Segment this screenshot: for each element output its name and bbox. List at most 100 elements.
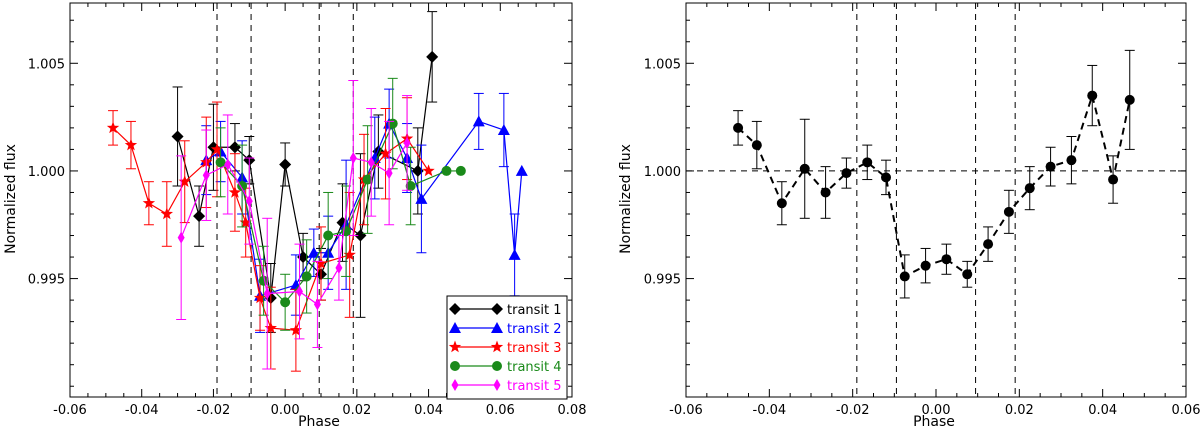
left-data-point: [411, 164, 424, 177]
left-ytick-label: 1.005: [28, 57, 65, 72]
right-xtick-label: 0.02: [1005, 403, 1034, 418]
right-series-line: [737, 91, 1131, 278]
left-ylabel: Normalized flux: [3, 144, 19, 254]
right-panel: Phase Normalized flux -0.06 -0.04 -0.02 0.0…: [618, 2, 1200, 430]
left-xtick-label: -0.04: [125, 403, 159, 418]
legend-label: transit 3: [507, 341, 562, 356]
left-data-point: [263, 287, 271, 300]
left-ytick-label: 0.995: [28, 273, 65, 288]
right-data-point: [841, 168, 852, 179]
left-data-point: [264, 321, 277, 334]
right-ytick-label: 1.005: [644, 57, 681, 72]
left-data-point: [405, 181, 416, 192]
left-data-point: [367, 156, 375, 169]
left-data-point: [379, 147, 392, 159]
left-data-point: [124, 138, 138, 151]
right-series-1: [733, 49, 1135, 299]
right-data-point: [820, 187, 831, 198]
legend-marker: [448, 340, 462, 353]
left-data-point: [106, 121, 120, 134]
left-data-point: [307, 246, 320, 258]
right-xtick-label: 0.06: [1172, 403, 1200, 418]
left-panel: Phase Normalized flux -0.06 -0.04 -0.02 0.0…: [3, 2, 586, 430]
left-data-point: [422, 164, 435, 177]
right-data-point: [1024, 183, 1035, 194]
left-xtick-label: 0.02: [342, 403, 371, 418]
right-data-point: [962, 269, 973, 280]
left-data-point: [426, 50, 439, 63]
left-data-point: [258, 275, 269, 286]
left-data-point: [142, 196, 156, 209]
legend-marker: [450, 361, 460, 371]
right-data-point: [751, 140, 762, 151]
legend-marker: [491, 322, 503, 333]
right-xtick-label: 0.04: [1088, 403, 1117, 418]
left-data-point: [289, 323, 303, 336]
left-data-point: [385, 167, 393, 180]
left-series-5: [176, 80, 413, 370]
right-ylabel: Normalized flux: [618, 144, 634, 254]
left-data-point: [297, 251, 310, 264]
left-data-point: [515, 164, 528, 176]
right-data-point: [733, 122, 744, 133]
left-xtick-label: -0.02: [197, 403, 231, 418]
right-xtick-label: -0.06: [669, 403, 703, 418]
legend-marker: [449, 303, 461, 315]
right-data-point: [920, 260, 931, 271]
left-data-point: [280, 297, 291, 308]
left-data-point: [313, 298, 321, 311]
legend-marker: [449, 322, 461, 333]
right-data-point: [862, 157, 873, 168]
left-xtick-label: 0.06: [486, 403, 515, 418]
legend-marker: [490, 340, 504, 353]
right-xtick-label: 0.00: [922, 403, 951, 418]
right-ytick-label: 0.995: [644, 273, 681, 288]
legend-label: transit 4: [507, 360, 562, 375]
right-data-point: [1045, 161, 1056, 172]
right-data-point: [1108, 174, 1119, 185]
left-data-point: [171, 130, 184, 143]
right-data-point: [776, 198, 787, 209]
right-data-point: [1066, 155, 1077, 166]
left-data-point: [335, 261, 343, 274]
left-xtick-label: -0.06: [53, 403, 87, 418]
left-data-point: [239, 216, 252, 228]
left-data-point: [314, 257, 328, 269]
left-data-point: [349, 152, 357, 165]
left-data-point: [323, 230, 334, 241]
left-data-point: [224, 158, 232, 171]
right-xlabel: Phase: [913, 414, 955, 430]
left-data-point: [253, 291, 267, 304]
left-series-line: [180, 142, 408, 306]
left-data-point: [341, 226, 352, 237]
left-data-point: [228, 141, 241, 154]
left-legend: transit 1 transit 2 transit 3 transit 4 tran…: [446, 295, 568, 400]
left-data-point: [279, 158, 292, 171]
left-data-point: [362, 174, 373, 185]
left-xtick-label: 0.04: [414, 403, 443, 418]
left-ytick-label: 1.000: [28, 165, 65, 180]
left-data-point: [497, 124, 510, 136]
right-data-point: [1003, 206, 1014, 217]
left-data-point: [193, 210, 206, 223]
left-series-line: [176, 56, 433, 299]
left-data-point: [472, 115, 485, 127]
left-data-point: [210, 142, 224, 155]
right-ytick-label: 1.000: [644, 165, 681, 180]
left-data-point: [202, 169, 210, 182]
legend-marker: [493, 379, 501, 391]
legend-marker: [491, 303, 503, 315]
right-data-point: [881, 172, 891, 183]
right-plot-frame: [685, 2, 1187, 398]
right-data-point: [941, 254, 952, 265]
left-data-point: [403, 136, 411, 149]
left-data-point: [295, 285, 303, 298]
left-xlabel: Phase: [298, 414, 340, 430]
right-data-point: [899, 271, 910, 282]
legend-marker: [451, 379, 459, 391]
right-data-point: [983, 239, 994, 250]
right-xtick-label: -0.04: [753, 403, 787, 418]
left-xtick-label: 0.00: [271, 403, 300, 418]
left-data-point: [354, 229, 367, 242]
